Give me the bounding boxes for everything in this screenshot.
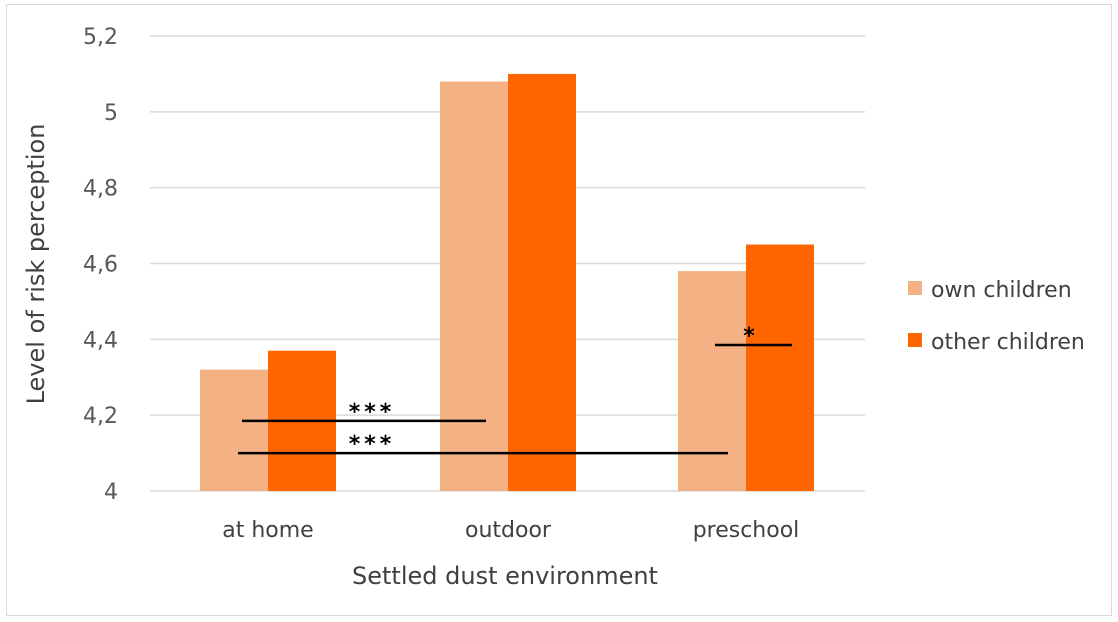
x-tick-label: preschool [693,518,800,543]
bar [440,81,508,491]
x-tick-label: outdoor [465,518,552,543]
y-tick-label: 4,2 [83,404,118,429]
y-tick-labels: 4 4,2 4,4 4,6 4,8 5 5,2 [83,25,118,505]
x-category-labels: at home outdoor preschool [222,518,799,543]
y-tick-label: 4,6 [83,253,118,278]
legend: own children other children [908,278,1085,355]
bar [200,369,268,491]
legend-label-own-children: own children [931,278,1072,303]
bar [746,244,814,491]
y-axis-title: Level of risk perception [22,124,50,405]
significance-label: * [743,324,759,349]
y-tick-label: 5 [104,101,118,126]
x-axis-title: Settled dust environment [352,562,658,590]
legend-label-other-children: other children [931,330,1085,355]
y-tick-label: 5,2 [83,25,118,50]
y-tick-label: 4,8 [83,177,118,202]
significance-label: *** [349,400,396,425]
x-tick-label: at home [222,518,313,543]
y-tick-label: 4 [104,480,118,505]
legend-swatch-other-children [908,333,922,347]
y-tick-label: 4,4 [83,328,118,353]
bar [678,271,746,491]
bars [200,73,814,492]
significance-markers: ******* [238,324,792,457]
legend-swatch-own-children [908,281,922,295]
bar [508,73,576,492]
significance-label: *** [349,432,396,457]
